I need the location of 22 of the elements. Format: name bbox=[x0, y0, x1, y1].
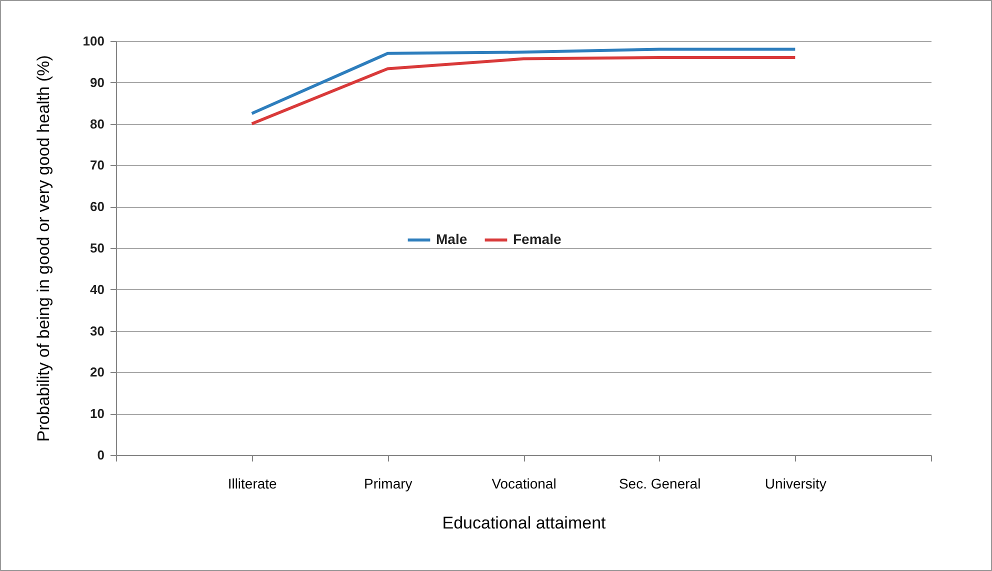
x-tick-label: Illiterate bbox=[228, 476, 278, 492]
y-tick-label: 40 bbox=[90, 282, 104, 297]
legend-label: Male bbox=[436, 231, 468, 247]
y-tick-label: 70 bbox=[90, 158, 104, 173]
y-tick-label: 30 bbox=[90, 323, 104, 338]
x-axis-title: Educational attaiment bbox=[442, 514, 606, 532]
y-tick-label: 60 bbox=[90, 199, 104, 214]
y-tick-label: 90 bbox=[90, 74, 104, 90]
x-tick-label: Sec. General bbox=[618, 476, 701, 492]
y-tick-label: 100 bbox=[82, 34, 104, 48]
y-tick-label: 50 bbox=[90, 240, 104, 256]
y-axis-title: Probability of being in good or very good health (%) bbox=[34, 55, 53, 442]
x-tick-label: Vocational bbox=[492, 476, 556, 492]
y-tick-label: 80 bbox=[90, 116, 104, 132]
y-tick-label: 20 bbox=[90, 364, 104, 380]
y-tick-label: 0 bbox=[97, 448, 104, 462]
line-series bbox=[250, 48, 797, 115]
x-tick-label: Primary bbox=[364, 476, 412, 492]
x-tick-label: University bbox=[764, 476, 826, 492]
line-series bbox=[250, 56, 797, 126]
y-tick-label: 10 bbox=[90, 406, 104, 422]
legend-label: Female bbox=[513, 231, 562, 247]
